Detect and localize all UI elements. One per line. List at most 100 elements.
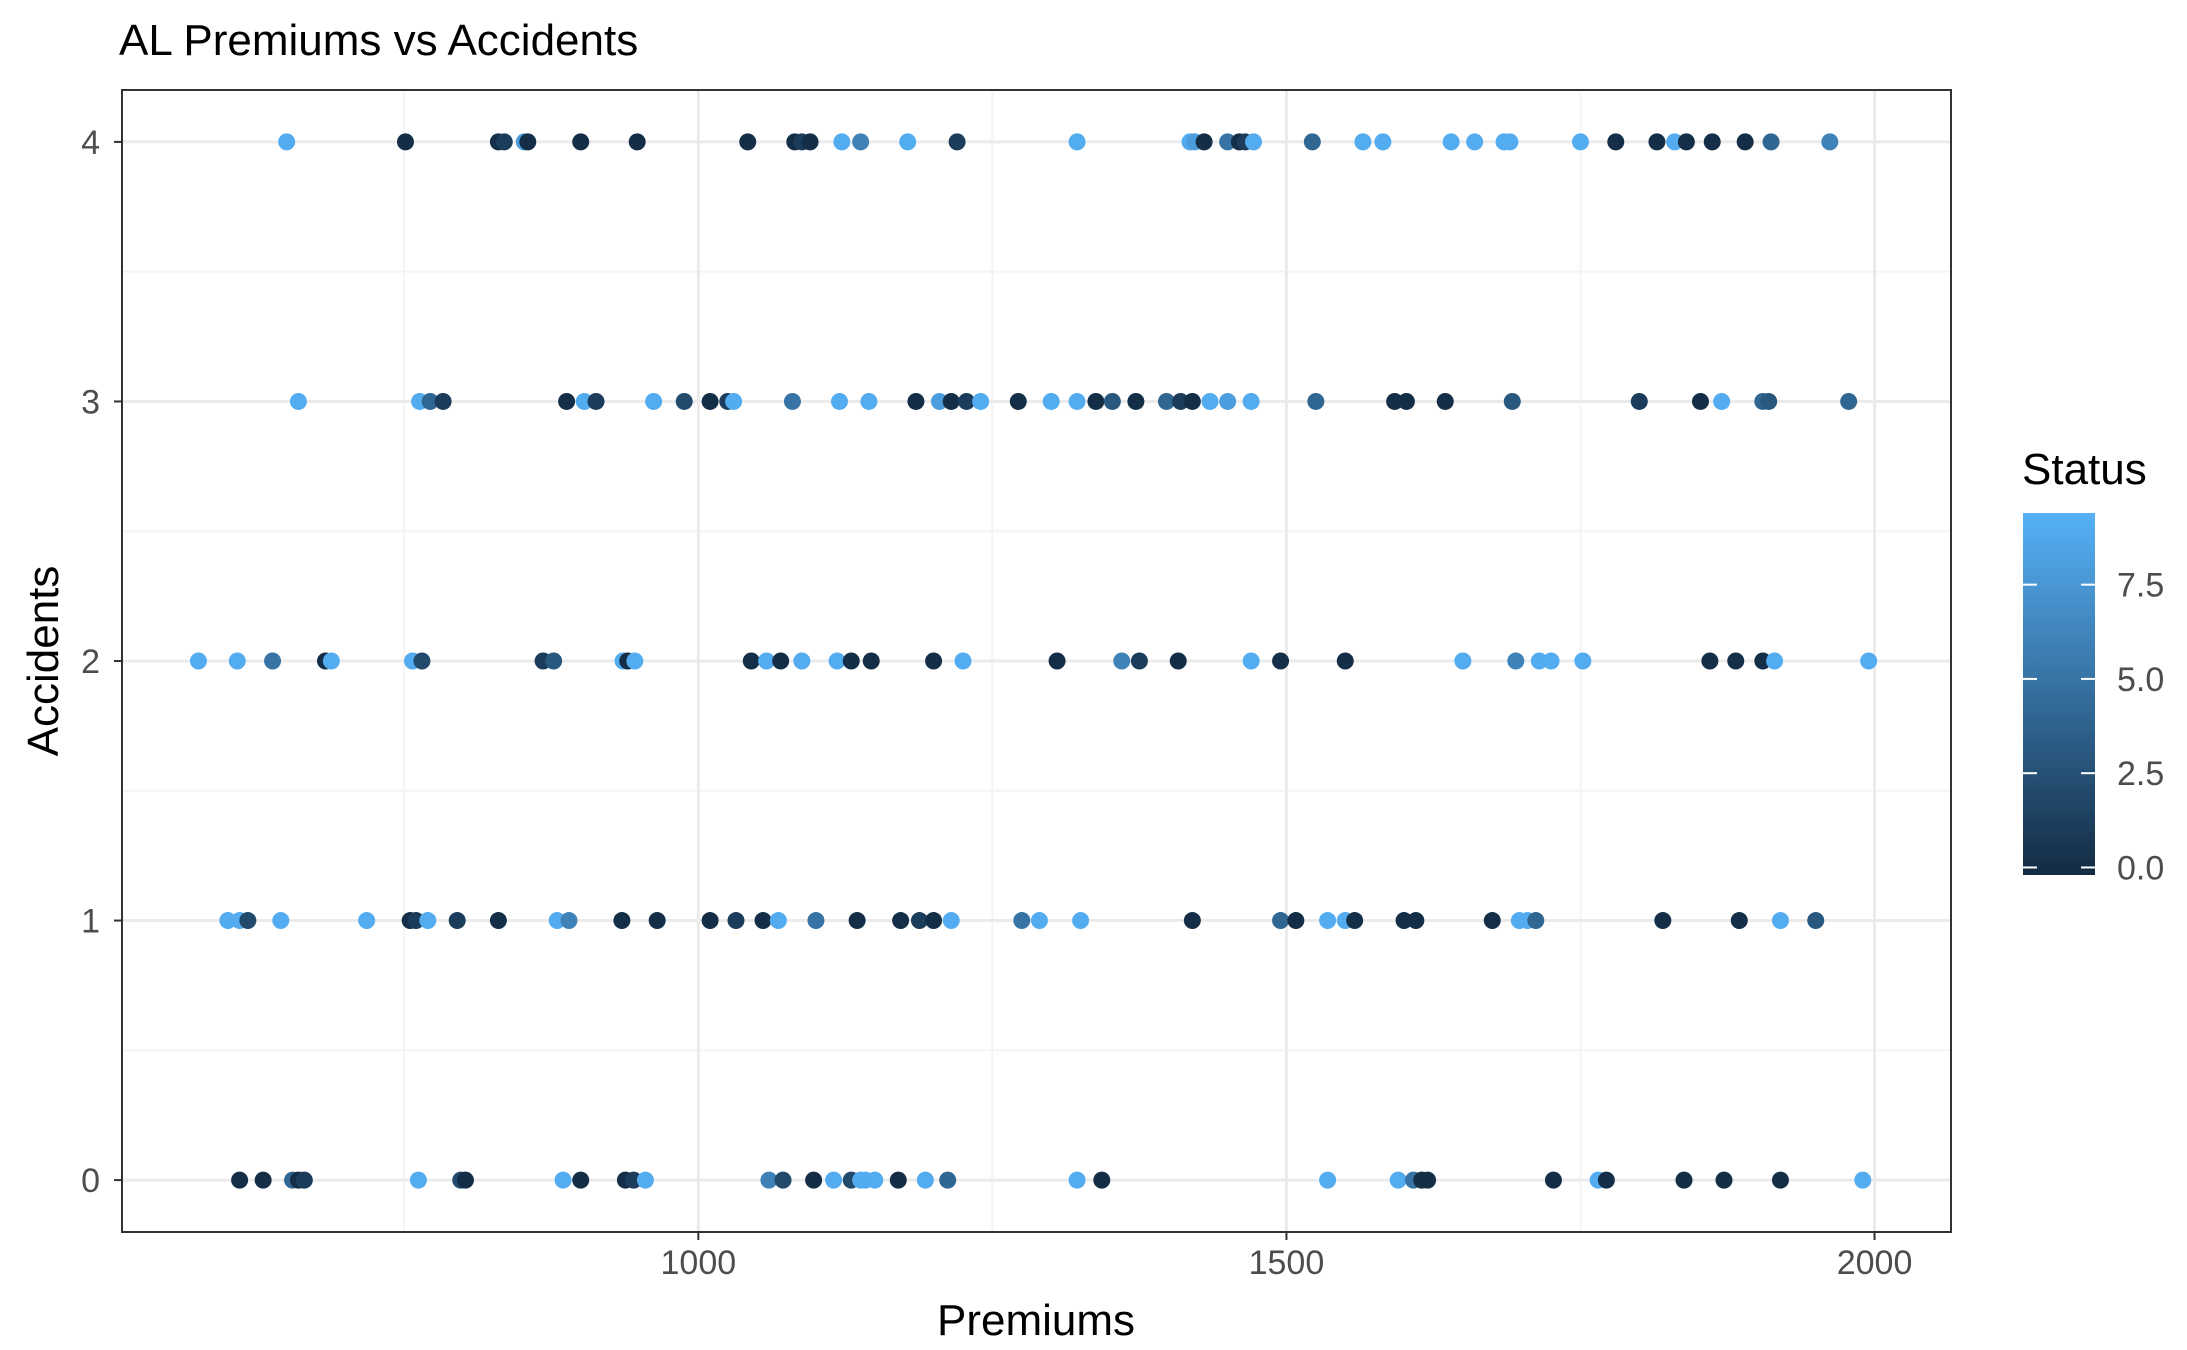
scatter-point xyxy=(1272,652,1290,670)
scatter-point xyxy=(942,912,960,930)
scatter-point xyxy=(189,652,207,670)
scatter-point xyxy=(754,912,772,930)
x-axis-title: Premiums xyxy=(937,1296,1135,1345)
scatter-point xyxy=(899,133,917,151)
scatter-point xyxy=(239,912,257,930)
scatter-point xyxy=(774,1171,792,1189)
scatter-point xyxy=(760,1171,778,1189)
scatter-point xyxy=(1127,392,1145,410)
scatter-point xyxy=(519,133,537,151)
scatter-point xyxy=(272,912,290,930)
scatter-point xyxy=(1389,1171,1407,1189)
scatter-point xyxy=(396,133,414,151)
scatter-point xyxy=(1219,392,1237,410)
scatter-point xyxy=(758,652,776,670)
scatter-point xyxy=(939,1171,957,1189)
scatter-point xyxy=(1466,133,1484,151)
scatter-point xyxy=(1666,133,1684,151)
scatter-point xyxy=(1048,652,1066,670)
scatter-point xyxy=(1771,912,1789,930)
scatter-point xyxy=(1703,133,1721,151)
scatter-point xyxy=(1068,133,1086,151)
scatter-point xyxy=(925,652,943,670)
scatter-point xyxy=(769,912,787,930)
scatter-point xyxy=(860,392,878,410)
scatter-point xyxy=(916,1171,934,1189)
scatter-point xyxy=(1713,392,1731,410)
scatter-point xyxy=(495,133,513,151)
scatter-point xyxy=(1571,133,1589,151)
scatter-point xyxy=(1542,652,1560,670)
scatter-point xyxy=(925,912,943,930)
scatter-point xyxy=(625,1171,643,1189)
scatter-point xyxy=(1762,133,1780,151)
scatter-point xyxy=(1648,133,1666,151)
scatter-point xyxy=(1442,133,1460,151)
scatter-point xyxy=(1242,392,1260,410)
scatter-point xyxy=(742,652,760,670)
scatter-point xyxy=(1042,392,1060,410)
scatter-point xyxy=(448,912,466,930)
legend-colorbar xyxy=(2023,513,2095,875)
scatter-point xyxy=(701,392,719,410)
scatter-point xyxy=(545,652,563,670)
scatter-point xyxy=(727,912,745,930)
scatter-point xyxy=(1544,1171,1562,1189)
scatter-point xyxy=(413,652,431,670)
scatter-point xyxy=(1597,1171,1615,1189)
scatter-point xyxy=(1219,133,1237,151)
scatter-point xyxy=(972,392,990,410)
scatter-point xyxy=(805,1171,823,1189)
status-legend: Status 0.0 2.5 5.0 7.5 xyxy=(2022,445,2164,887)
scatter-point xyxy=(852,133,870,151)
scatter-point xyxy=(1093,1171,1111,1189)
scatter-point xyxy=(1503,392,1521,410)
scatter-point xyxy=(421,392,439,410)
scatter-point xyxy=(1303,133,1321,151)
scatter-point xyxy=(1715,1171,1733,1189)
scatter-point xyxy=(558,392,576,410)
scatter-point xyxy=(645,392,663,410)
scatter-point xyxy=(1527,912,1545,930)
y-tick-label: 3 xyxy=(81,383,100,421)
scatter-point xyxy=(1771,1171,1789,1189)
scatter-point xyxy=(889,1171,907,1189)
legend-tick-label: 2.5 xyxy=(2117,755,2164,793)
scatter-point xyxy=(1013,912,1031,930)
scatter-point xyxy=(219,912,237,930)
scatter-point xyxy=(1346,912,1364,930)
scatter-point xyxy=(456,1171,474,1189)
scatter-point xyxy=(289,392,307,410)
scatter-point xyxy=(862,652,880,670)
scatter-point xyxy=(1087,392,1105,410)
scatter-point xyxy=(1454,652,1472,670)
scatter-point xyxy=(1436,392,1454,410)
scatter-point xyxy=(295,1171,313,1189)
scatter-point xyxy=(1374,133,1392,151)
scatter-point xyxy=(1354,133,1372,151)
scatter-point xyxy=(1530,652,1548,670)
scatter-point xyxy=(231,1171,249,1189)
scatter-point xyxy=(701,912,719,930)
x-tick-label: 2000 xyxy=(1837,1244,1913,1282)
scatter-point xyxy=(1307,392,1325,410)
scatter-point xyxy=(1183,912,1201,930)
scatter-point xyxy=(1607,133,1625,151)
x-tick-label: 1000 xyxy=(661,1244,737,1282)
y-tick-label: 2 xyxy=(81,643,100,681)
scatter-point xyxy=(1130,652,1148,670)
scatter-point xyxy=(848,912,866,930)
scatter-points xyxy=(189,133,1878,1189)
scatter-point xyxy=(1754,652,1772,670)
scatter-point xyxy=(1242,652,1260,670)
scatter-point xyxy=(954,652,972,670)
scatter-point xyxy=(1501,133,1519,151)
scatter-point xyxy=(419,912,437,930)
scatter-point xyxy=(793,652,811,670)
scatter-point xyxy=(801,133,819,151)
scatter-point xyxy=(725,392,743,410)
scatter-point xyxy=(254,1171,272,1189)
scatter-point xyxy=(948,133,966,151)
